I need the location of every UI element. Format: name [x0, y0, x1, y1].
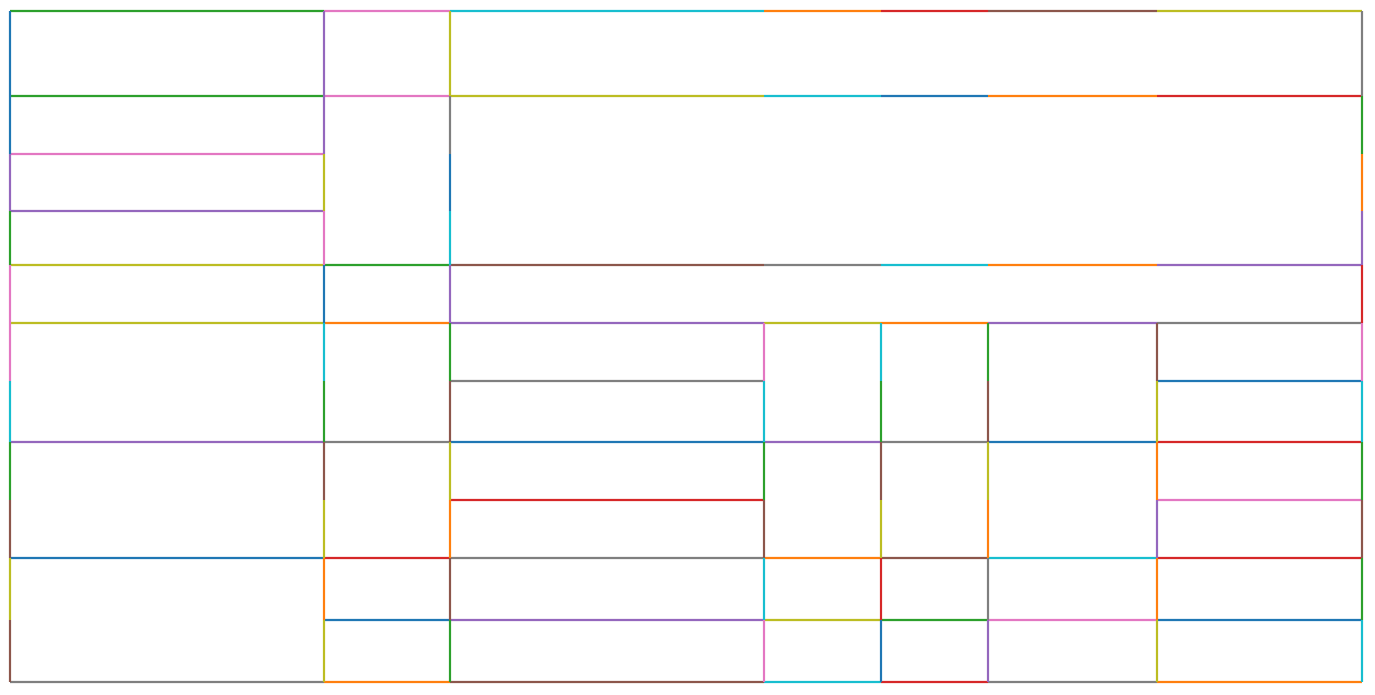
segment-grid-diagram	[8, 9, 1364, 684]
